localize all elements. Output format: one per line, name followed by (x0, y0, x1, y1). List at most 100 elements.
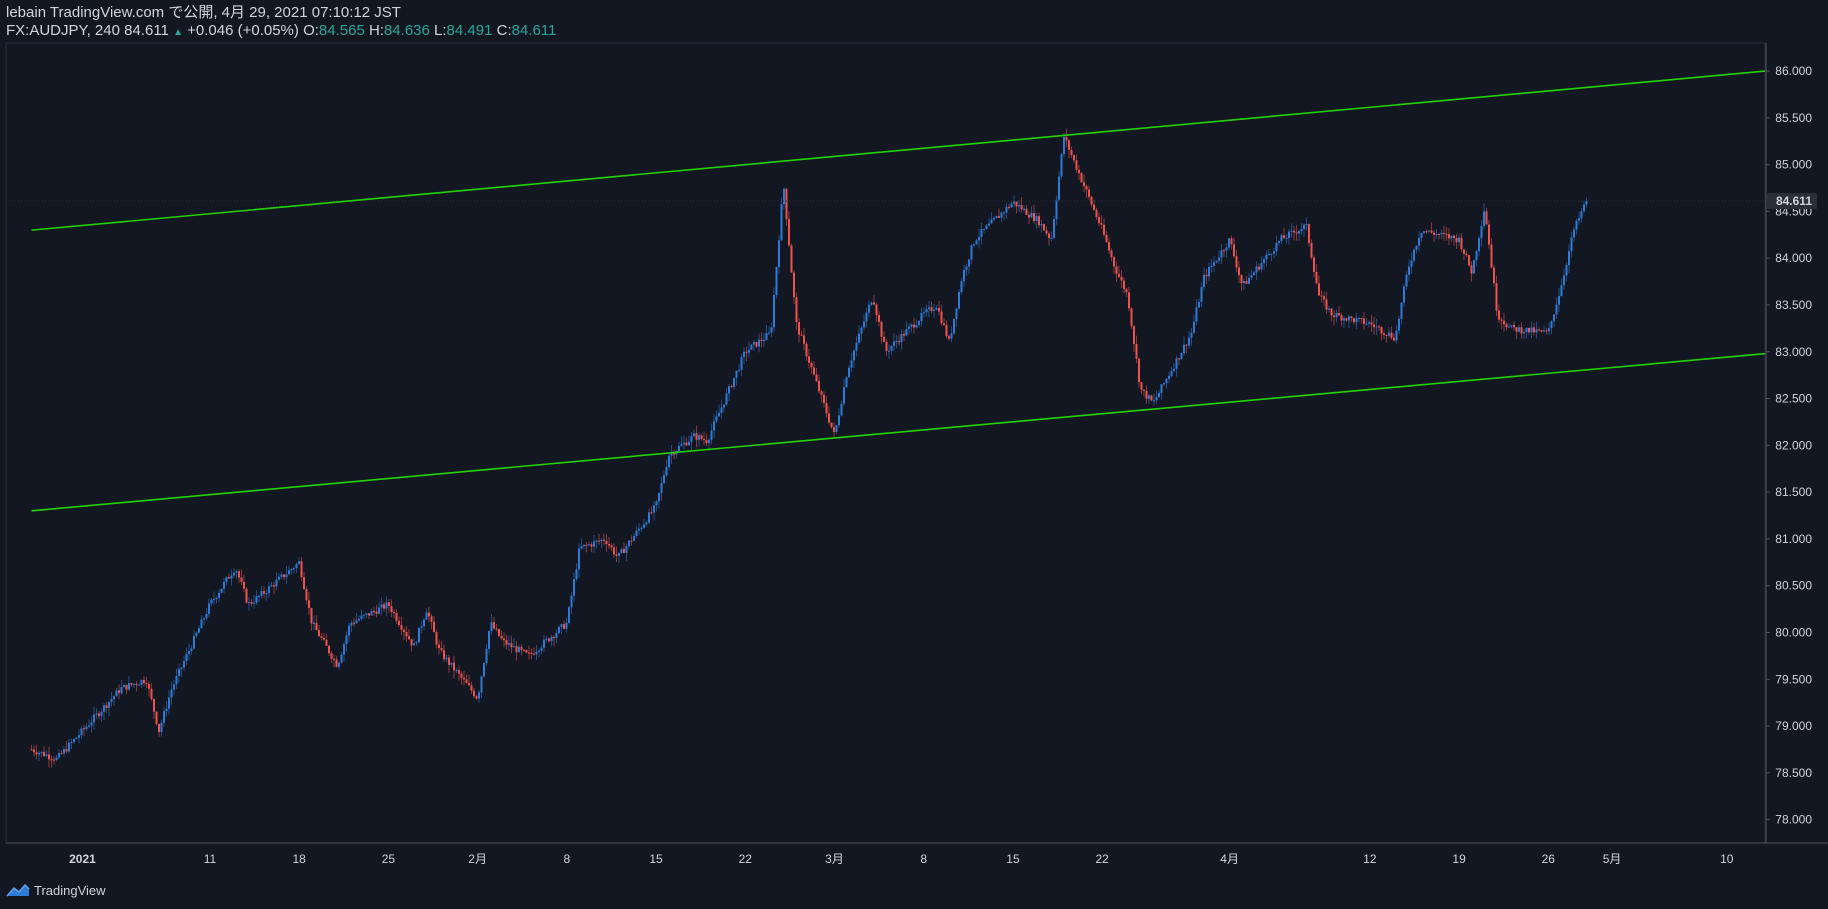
candle-body (660, 482, 663, 494)
candle-body (390, 606, 393, 612)
price-axis[interactable]: 78.000 78.500 79.000 79.500 80.000 80.500 81.0… (1766, 64, 1817, 827)
y-tick-label: 81.500 (1775, 485, 1812, 499)
candle-body (480, 676, 483, 693)
candle-body (552, 637, 555, 639)
candle-body (532, 653, 535, 655)
candle-body (565, 622, 568, 629)
candle-body (70, 742, 73, 744)
candle-body (1267, 253, 1270, 255)
candle-body (1387, 332, 1390, 336)
candle-body (1540, 330, 1543, 332)
tradingview-logo-icon (6, 883, 30, 897)
candle-body (420, 626, 423, 628)
candle-body (642, 524, 645, 528)
candle-body (117, 690, 120, 694)
candle-body (1520, 327, 1523, 334)
x-tick-label: 5月 (1603, 852, 1622, 866)
candle-body (842, 387, 845, 404)
candle-body (1012, 201, 1015, 204)
candle-body (182, 661, 185, 668)
candle-body (1350, 316, 1353, 319)
candle-body (962, 269, 965, 282)
candle-body (222, 581, 225, 589)
candle-body (645, 522, 648, 525)
candle-body (310, 607, 313, 624)
candle-body (840, 403, 843, 416)
candle-body (1425, 231, 1428, 233)
candle-body (850, 360, 853, 368)
candle-body (125, 684, 128, 690)
candle-body (415, 642, 418, 644)
candle-body (50, 759, 53, 761)
candle-body (1510, 324, 1513, 327)
candle-body (1025, 208, 1028, 215)
candle-body (942, 323, 945, 326)
candle-body (725, 393, 728, 405)
candle-body (500, 635, 503, 639)
candle-body (277, 576, 280, 580)
trendline (31, 70, 1766, 231)
symbol-label[interactable]: FX:AUDJPY, 240 (6, 22, 120, 39)
candle-body (1535, 329, 1538, 333)
candle-body (1112, 257, 1115, 267)
candle-body (275, 579, 278, 587)
candle-body (355, 620, 358, 624)
candle-body (490, 622, 493, 632)
candle-body (1437, 233, 1440, 235)
candle-body (1572, 229, 1575, 238)
candle-body (882, 336, 885, 342)
candle-body (712, 421, 715, 431)
candle-body (1197, 301, 1200, 308)
candle-body (857, 333, 860, 343)
close-value: 84.611 (511, 22, 557, 39)
candle-body (852, 350, 855, 361)
candle-body (1312, 257, 1315, 272)
candle-body (575, 569, 578, 580)
candle-body (1227, 238, 1230, 248)
x-tick-label: 25 (382, 852, 396, 866)
candle-body (395, 612, 398, 621)
candle-body (1487, 224, 1490, 245)
candle-body (107, 701, 110, 708)
candle-body (1362, 318, 1365, 324)
candle-body (1522, 332, 1525, 334)
candle-body (1342, 318, 1345, 321)
candle-body (742, 351, 745, 358)
candle-body (422, 619, 425, 627)
candle-body (950, 333, 953, 339)
candle-body (1492, 267, 1495, 284)
candle-body (397, 620, 400, 625)
candle-body (710, 430, 713, 440)
candle-body (695, 433, 698, 440)
candle-body (462, 677, 465, 680)
candle-body (200, 619, 203, 629)
time-axis[interactable]: 2021 11 18 25 2月 8 15 22 3月 8 15 22 4月 12 19 26 5月 10 (69, 852, 1734, 866)
candle-body (827, 413, 830, 423)
candle-body (637, 528, 640, 531)
y-tick-label: 79.500 (1775, 672, 1812, 686)
candle-body (1445, 233, 1448, 235)
candle-body (130, 683, 133, 685)
candle-body (102, 705, 105, 712)
candle-body (285, 574, 288, 578)
candle-body (917, 321, 920, 325)
candle-body (210, 599, 213, 604)
candle-body (1377, 326, 1380, 328)
y-tick-label: 80.000 (1775, 625, 1812, 639)
candle-body (582, 544, 585, 547)
candle-body (1400, 302, 1403, 319)
candle-body (205, 613, 208, 619)
candle-body (947, 336, 950, 339)
candle-body (325, 639, 328, 646)
candle-body (270, 585, 273, 587)
candle-body (377, 607, 380, 614)
candle-body (560, 624, 563, 628)
candle-body (1385, 334, 1388, 336)
candle-body (220, 588, 223, 593)
candle-body (1007, 206, 1010, 208)
candle-body (1567, 250, 1570, 266)
candle-body (1462, 249, 1465, 254)
candle-body (1420, 232, 1423, 238)
candle-body (1185, 344, 1188, 346)
